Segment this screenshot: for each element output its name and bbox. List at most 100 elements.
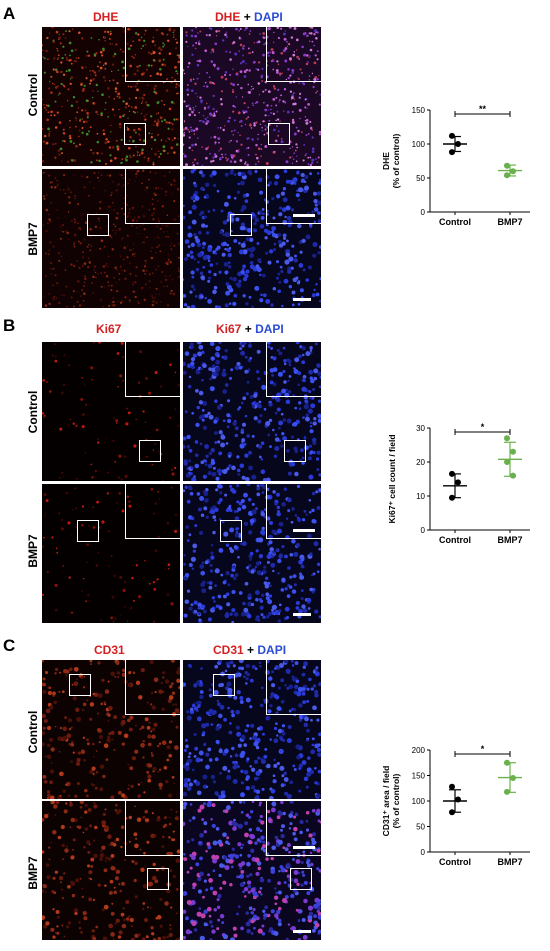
significance-label: * [481,744,485,754]
merge-plus: + [244,322,252,336]
data-point [504,759,510,766]
row-label-bmp7: BMP7 [26,222,40,256]
micrograph-texture [42,486,178,623]
series-control [443,132,467,156]
data-point [510,168,516,175]
col-label-stain: CD31 [94,643,125,657]
roi-box [284,440,306,462]
micrograph-texture [183,484,321,623]
micrograph-texture [183,801,321,940]
merge-plus: + [247,643,255,657]
micrograph [42,342,180,481]
significance-label: ** [479,104,487,114]
y-axis-label: CD31⁺ area / field [381,766,391,837]
inset-scale-bar [293,529,315,532]
data-point [455,796,461,803]
panel-letter-b: B [3,316,16,335]
col-label-stain: DHE [93,10,119,24]
data-point [504,435,510,442]
data-point [455,141,461,147]
col-label-stain: Ki67 [96,322,122,336]
y-axis-label: Ki67⁺ cell count / field [387,434,397,523]
x-tick-label: Control [439,857,471,867]
x-tick-label: BMP7 [497,217,522,227]
chart-a: 0 50 100 150 Control BMP7 DHE (% of control) ** [381,104,530,227]
x-tick-label: BMP7 [497,535,522,545]
y-tick-label: 200 [412,746,426,755]
roi-box [124,123,146,145]
data-point [510,775,516,782]
roi-box [77,520,99,542]
y-tick-label: 0 [421,208,426,217]
y-tick-label: 100 [412,140,426,149]
merge-stain-label: CD31 [213,643,244,657]
inset-zoom [266,801,321,856]
inset-zoom [125,801,180,856]
data-point [504,788,510,795]
scale-bar [293,930,311,933]
data-point [504,459,510,465]
roi-box [147,868,169,890]
series-control [443,470,467,501]
row-label-control: Control [26,73,40,117]
micrograph-texture [42,342,180,481]
chart-b: 0 10 20 30 Control BMP7 Ki67⁺ cell count / fie… [387,422,530,545]
data-point [449,494,455,501]
micrograph-texture [183,342,321,481]
micrograph [42,27,180,166]
merge-stain-label: Ki67 [216,322,242,336]
inset-scale-bar [293,214,315,217]
y-tick-label: 50 [416,823,425,832]
inset-scale-bar [293,846,315,849]
micrograph [42,169,180,308]
y-axis-label: (% of control) [391,133,401,188]
panel-letter-c: C [3,636,16,655]
data-point [455,479,461,486]
data-point [449,470,455,477]
inset-zoom [125,660,180,715]
data-point [449,132,455,139]
micrograph [183,484,321,623]
row-label-control: Control [26,390,40,434]
chart-c: 0 50 100 150 200 Control BMP7 CD31⁺ area / fiel… [381,744,530,867]
y-tick-label: 10 [416,492,425,501]
col-label-merge: DHE + DAPI [215,10,283,24]
y-axis-label: DHE [381,152,391,170]
data-point [510,448,516,455]
roi-box [213,674,235,696]
inset-zoom [266,660,321,715]
micrograph-texture [183,660,321,799]
merge-stain-label: DHE [215,10,241,24]
y-tick-label: 150 [412,106,426,115]
data-point [504,172,510,179]
series-bmp7 [498,759,522,795]
scale-bar [293,613,311,616]
row-label-control: Control [26,710,40,754]
micrograph-texture [42,660,180,799]
y-tick-label: 100 [412,797,426,806]
y-axis-label: (% of control) [391,773,401,828]
inset-zoom [266,169,321,224]
micrograph-texture [183,27,321,166]
micrograph [183,342,321,481]
micrograph-texture [42,169,180,308]
data-point [449,783,455,790]
data-point [449,149,455,156]
inset-zoom [266,342,321,397]
y-tick-label: 30 [416,424,425,433]
micrograph [183,660,321,799]
data-point [449,809,455,816]
data-point [504,162,510,169]
inset-zoom [125,169,180,224]
micrograph-texture [42,801,180,940]
x-tick-label: BMP7 [497,857,522,867]
roi-box [230,214,252,236]
micrograph [183,801,321,940]
merge-plus: + [243,10,251,24]
y-tick-label: 0 [421,526,426,535]
inset-zoom [266,27,321,82]
y-tick-label: 0 [421,848,426,857]
x-tick-label: Control [439,535,471,545]
data-point [510,472,516,479]
roi-box [220,520,242,542]
